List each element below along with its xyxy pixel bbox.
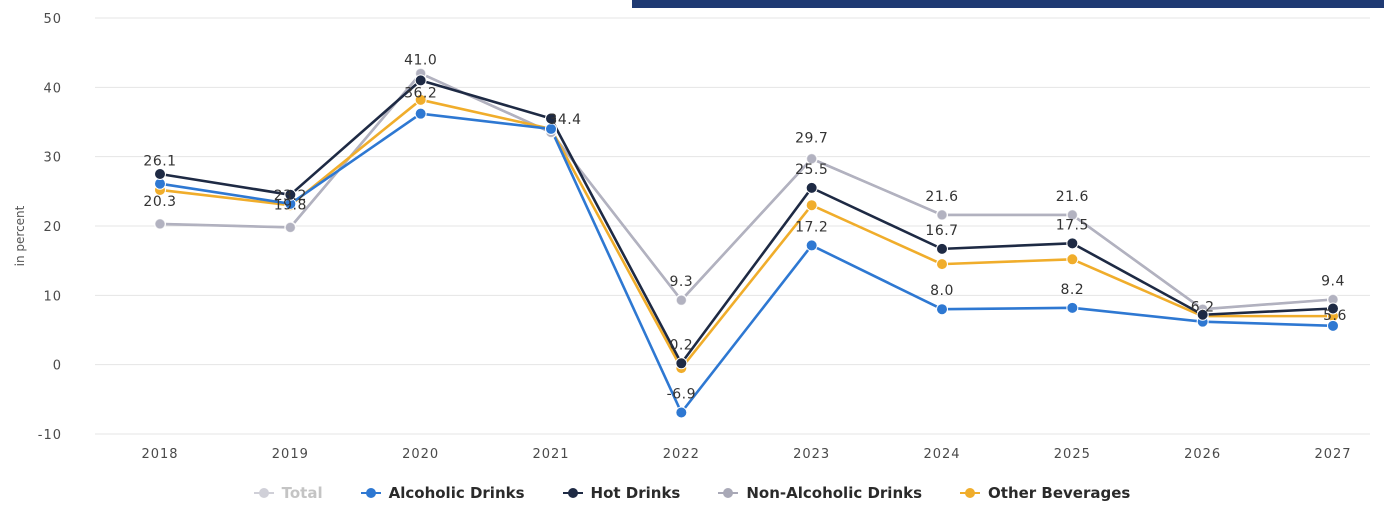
legend-label: Alcoholic Drinks [388,484,525,502]
data-label: 16.7 [925,223,958,239]
data-point-alcoholic-drinks[interactable] [936,303,948,316]
x-tick-label: 2019 [272,447,309,462]
data-point-total[interactable] [675,294,687,306]
data-label: 8.0 [930,283,954,299]
data-point-hot-drinks[interactable] [414,74,427,87]
data-label: 6.2 [1191,300,1215,316]
y-tick-label: 10 [43,289,62,304]
data-point-hot-drinks[interactable] [1196,308,1209,321]
data-label: 0.2 [669,337,693,353]
y-tick-label: 40 [43,81,62,96]
x-tick-label: 2023 [793,447,830,462]
series-lines [159,72,1334,414]
data-point-total[interactable] [806,153,818,165]
data-labels: 26.1 20.3 23.219.8 41.0 36.2 34.4 9.3 0.2 -6.9 29… [143,52,1346,402]
legend-swatch [718,487,739,499]
data-label: 21.6 [925,189,958,205]
series-line-total [159,72,1334,311]
series-line-other-beverages [159,98,1333,370]
legend-label: Total [281,484,323,502]
legend-label: Hot Drinks [590,484,681,502]
data-point-other-beverages[interactable] [805,199,818,212]
data-point-alcoholic-drinks[interactable] [1066,301,1079,314]
series-line-hot-drinks [159,79,1334,365]
data-point-alcoholic-drinks[interactable] [675,406,688,419]
legend-swatch [253,487,274,499]
data-label: 26.1 [143,154,176,170]
legend-swatch [360,487,381,499]
data-point-hot-drinks[interactable] [1327,302,1339,315]
y-tick-label: 20 [43,220,62,235]
data-point-total[interactable] [284,221,296,233]
data-point-other-beverages[interactable] [414,93,427,106]
legend-item-other-beverages[interactable]: Other Beverages [960,484,1130,502]
data-label: 17.2 [795,219,828,235]
data-label: 29.7 [795,131,828,147]
y-axis-ticks: -10 0 10 20 30 40 50 [38,12,62,443]
data-point-alcoholic-drinks[interactable] [1327,319,1339,332]
x-tick-label: 2022 [663,447,700,462]
data-label: 20.3 [143,194,176,210]
x-tick-label: 2026 [1184,447,1221,462]
header-bar [632,0,1384,8]
legend-item-total[interactable]: Total [253,484,323,502]
data-label: 21.6 [1056,189,1089,205]
data-point-other-beverages[interactable] [1066,253,1079,266]
legend-item-hot-drinks[interactable]: Hot Drinks [562,484,681,502]
data-point-alcoholic-drinks[interactable] [414,107,427,120]
series-points [154,67,1339,419]
data-label: 9.4 [1321,273,1345,289]
data-point-hot-drinks[interactable] [545,112,557,125]
data-label: 8.2 [1060,282,1084,298]
data-label: 17.5 [1056,217,1089,233]
data-label: 36.2 [404,86,437,102]
x-tick-label: 2021 [532,447,569,462]
y-tick-label: -10 [38,428,62,443]
y-tick-label: 50 [43,12,62,27]
data-point-hot-drinks[interactable] [805,181,818,194]
legend-label: Other Beverages [988,484,1131,502]
data-label: 34.4 [548,112,581,128]
legend-item-alcoholic-drinks[interactable]: Alcoholic Drinks [360,484,525,502]
y-tick-label: 30 [43,151,62,166]
x-tick-label: 2018 [141,447,178,462]
x-tick-label: 2027 [1314,447,1351,462]
data-point-total[interactable] [936,209,948,221]
data-label: 9.3 [669,274,693,290]
data-label: 5.6 [1323,308,1347,324]
data-point-hot-drinks[interactable] [1066,237,1079,250]
x-tick-label: 2020 [402,447,439,462]
legend-label: Non-Alcoholic Drinks [746,484,923,502]
data-point-hot-drinks[interactable] [284,188,297,201]
series-line-alcoholic-drinks [159,112,1334,414]
data-label: 41.0 [404,52,437,68]
data-point-hot-drinks[interactable] [675,357,688,370]
data-label: 25.5 [795,162,828,178]
legend-swatch [562,487,583,499]
y-tick-label: 0 [53,359,62,374]
legend: Total Alcoholic Drinks Hot Drinks Non-Alcoh… [0,484,1384,502]
data-point-alcoholic-drinks[interactable] [805,239,818,252]
data-point-hot-drinks[interactable] [154,168,166,180]
x-tick-label: 2025 [1054,447,1091,462]
x-axis-ticks: 2018 2019 2020 2021 2022 2023 2024 2025 2026 2027 [141,447,1351,462]
data-point-hot-drinks[interactable] [936,242,948,255]
data-label: -6.9 [667,387,696,403]
legend-item-non-alcoholic-drinks[interactable]: Non-Alcoholic Drinks [718,484,922,502]
data-label: 19.8 [274,197,307,213]
data-point-total[interactable] [154,218,166,230]
legend-swatch [960,487,981,499]
data-label: 23.2 [274,188,307,204]
x-tick-label: 2024 [923,447,960,462]
data-point-total[interactable] [1066,209,1078,221]
y-axis-label: in percent [13,205,27,266]
data-point-other-beverages[interactable] [936,258,948,271]
